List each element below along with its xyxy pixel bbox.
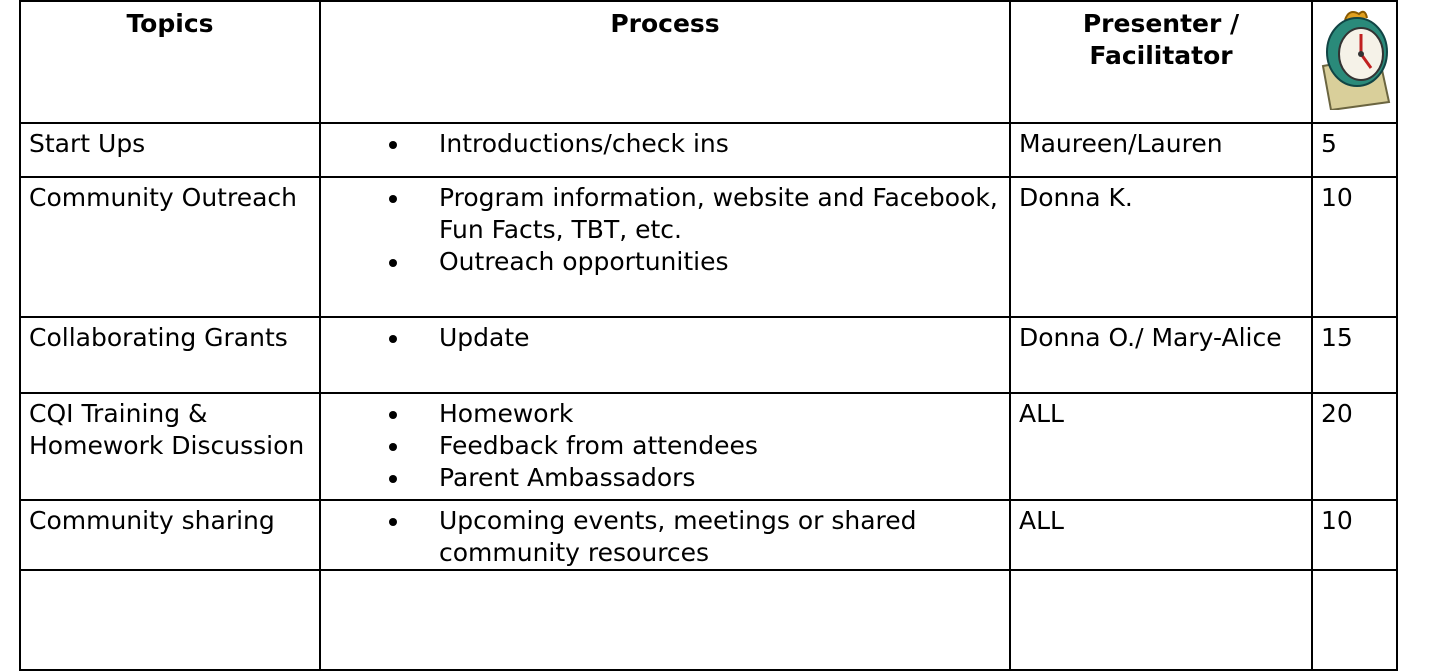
row: CQI Training & Homework DiscussionHomewo… xyxy=(19,392,1398,501)
process-list: Upcoming events, meetings or shared comm… xyxy=(329,505,1001,569)
process-cell: Update xyxy=(319,316,1011,394)
topic-cell: CQI Training & Homework Discussion xyxy=(19,392,321,501)
process-item: Upcoming events, meetings or shared comm… xyxy=(411,505,1001,569)
topic-cell: Community sharing xyxy=(19,499,321,571)
process-item: Homework xyxy=(411,398,1001,430)
minutes-cell: 15 xyxy=(1311,316,1398,394)
topic-cell: Start Ups xyxy=(19,122,321,178)
process-item: Introductions/check ins xyxy=(411,128,1001,160)
header-cell: Presenter / Facilitator xyxy=(1009,0,1313,124)
minutes-cell: 20 xyxy=(1311,392,1398,501)
minutes-cell: 5 xyxy=(1311,122,1398,178)
process-cell: HomeworkFeedback from attendeesParent Am… xyxy=(319,392,1011,501)
minutes-cell: 10 xyxy=(1311,176,1398,318)
process-list: Program information, website and Faceboo… xyxy=(329,182,1001,278)
page: Topics Process Presenter / Facilitator S… xyxy=(0,0,1450,654)
topic-cell: Community Outreach xyxy=(19,176,321,318)
process-item: Feedback from attendees xyxy=(411,430,1001,462)
topic-cell: Collaborating Grants xyxy=(19,316,321,394)
clock-cell xyxy=(1311,0,1398,124)
presenter-cell: Maureen/Lauren xyxy=(1009,122,1313,178)
row: Community Outreach Program information, w… xyxy=(19,176,1398,318)
empty-cell xyxy=(1009,569,1313,671)
presenter-cell: Donna O./ Mary-Alice xyxy=(1009,316,1313,394)
process-cell: Upcoming events, meetings or shared comm… xyxy=(319,499,1011,571)
header-cell: Process xyxy=(319,0,1011,124)
process-cell: Program information, website and Faceboo… xyxy=(319,176,1011,318)
minutes-cell: 10 xyxy=(1311,499,1398,571)
process-list: Introductions/check ins xyxy=(329,128,1001,160)
table-body: Start Ups Introductions/check insMaureen/… xyxy=(19,122,1398,671)
process-list: Update xyxy=(329,322,1001,354)
header-cell: Topics xyxy=(19,0,321,124)
presenter-cell: ALL xyxy=(1009,392,1313,501)
presenter-cell: Donna K. xyxy=(1009,176,1313,318)
agenda-table: Topics Process Presenter / Facilitator S… xyxy=(19,0,1398,671)
presenter-cell: ALL xyxy=(1009,499,1313,571)
empty-cell xyxy=(1311,569,1398,671)
empty-row xyxy=(19,569,1398,671)
row: Community sharing Upcoming events, meetin… xyxy=(19,499,1398,571)
process-item: Outreach opportunities xyxy=(411,246,1001,278)
empty-cell xyxy=(319,569,1011,671)
row: Start Ups Introductions/check insMaureen/… xyxy=(19,122,1398,178)
process-item: Update xyxy=(411,322,1001,354)
process-item: Parent Ambassadors xyxy=(411,462,1001,494)
empty-cell xyxy=(19,569,321,671)
header-row: Topics Process Presenter / Facilitator xyxy=(19,0,1398,124)
clock-icon xyxy=(1321,10,1390,112)
process-cell: Introductions/check ins xyxy=(319,122,1011,178)
process-list: HomeworkFeedback from attendeesParent Am… xyxy=(329,398,1001,494)
process-item: Program information, website and Faceboo… xyxy=(411,182,1001,246)
